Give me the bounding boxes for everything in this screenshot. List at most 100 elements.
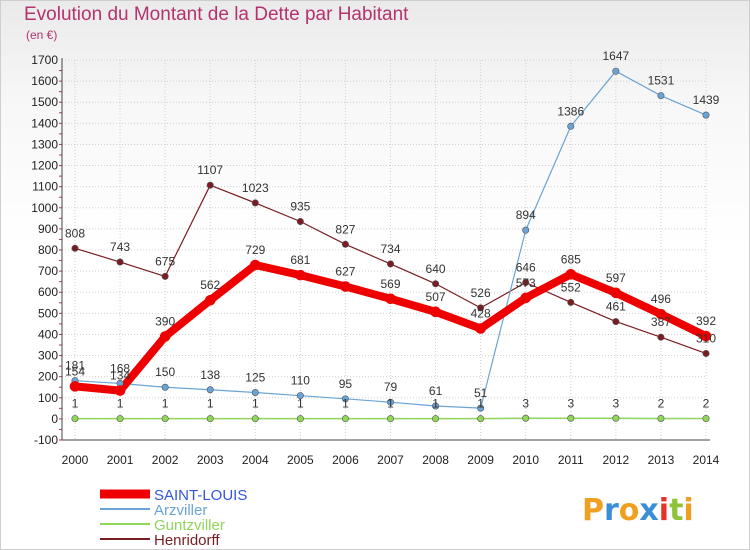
y-tick-label: 600 — [38, 285, 58, 299]
point-guntzviller — [386, 415, 394, 423]
y-tick-label: 1100 — [32, 180, 58, 194]
x-tick-label: 2007 — [377, 453, 404, 467]
point-saint-louis — [655, 308, 667, 320]
point-henridorff — [116, 258, 124, 266]
value-label-henridorff: 1023 — [242, 181, 269, 195]
x-tick-label: 2002 — [152, 453, 179, 467]
x-tick-label: 2001 — [107, 453, 134, 467]
value-label-guntzviller: 1 — [207, 397, 214, 411]
point-arzviller — [567, 122, 575, 130]
value-label-henridorff: 808 — [65, 226, 85, 240]
point-guntzviller — [116, 415, 124, 423]
value-label-guntzviller: 1 — [477, 397, 484, 411]
x-tick-label: 2005 — [287, 453, 314, 467]
legend-label-arzviller: Arzviller — [154, 502, 207, 519]
y-tick-label: 900 — [38, 222, 58, 236]
x-tick-label: 2008 — [422, 453, 449, 467]
y-tick-label: 1000 — [31, 201, 58, 215]
chart-title: Evolution du Montant de la Dette par Hab… — [24, 4, 409, 25]
y-tick-label: 400 — [38, 327, 58, 341]
point-guntzviller — [71, 415, 79, 423]
value-label-arzviller: 110 — [291, 374, 310, 388]
value-label-arzviller: 1647 — [603, 49, 630, 63]
y-tick-label: 800 — [38, 243, 58, 257]
value-label-arzviller: 894 — [516, 208, 536, 222]
point-arzviller — [251, 388, 259, 396]
point-arzviller — [612, 67, 620, 75]
x-tick-label: 2014 — [693, 453, 720, 467]
point-saint-louis — [340, 281, 351, 292]
value-label-arzviller: 1439 — [693, 93, 720, 107]
point-henridorff — [432, 280, 440, 288]
value-label-arzviller: 138 — [200, 368, 220, 382]
value-label-arzviller: 168 — [110, 361, 130, 375]
value-label-saint-louis: 134 — [110, 369, 130, 383]
y-tick-label: 100 — [38, 391, 58, 405]
point-henridorff — [71, 244, 79, 252]
point-guntzviller — [477, 415, 485, 423]
value-label-guntzviller: 1 — [387, 397, 394, 411]
point-saint-louis — [385, 293, 396, 305]
value-label-henridorff: 552 — [561, 280, 581, 294]
point-guntzviller — [161, 415, 169, 423]
value-label-saint-louis: 390 — [155, 315, 175, 329]
value-label-guntzviller: 1 — [342, 397, 349, 411]
value-label-henridorff: 675 — [155, 254, 175, 268]
value-label-saint-louis: 627 — [335, 265, 355, 279]
value-label-henridorff: 935 — [290, 200, 310, 214]
value-label-henridorff: 387 — [651, 315, 671, 329]
logo-letter: t — [669, 493, 683, 528]
point-arzviller — [657, 92, 665, 100]
value-label-guntzviller: 1 — [252, 397, 259, 411]
value-label-guntzviller: 1 — [432, 397, 439, 411]
point-henridorff — [296, 218, 304, 226]
point-guntzviller — [296, 415, 304, 423]
point-arzviller — [432, 402, 440, 410]
legend-label-saint-louis: SAINT-LOUIS — [154, 487, 247, 504]
point-saint-louis — [204, 294, 216, 306]
x-tick-label: 2000 — [62, 453, 89, 467]
point-guntzviller — [702, 414, 710, 422]
x-tick-label: 2003 — [197, 453, 224, 467]
point-arzviller — [702, 111, 710, 119]
value-label-henridorff: 827 — [335, 222, 355, 236]
value-label-saint-louis: 562 — [200, 278, 220, 292]
point-henridorff — [522, 279, 530, 287]
value-label-arzviller: 61 — [429, 384, 443, 398]
value-label-henridorff: 646 — [516, 261, 536, 275]
point-henridorff — [657, 333, 665, 341]
point-saint-louis — [475, 323, 486, 334]
value-label-henridorff: 734 — [380, 242, 400, 256]
point-henridorff — [567, 298, 575, 306]
value-label-henridorff: 461 — [606, 300, 626, 314]
x-tick-label: 2009 — [467, 453, 494, 467]
point-guntzviller — [432, 415, 440, 423]
value-label-arzviller: 1386 — [557, 104, 584, 118]
value-label-guntzviller: 3 — [522, 396, 529, 410]
value-label-guntzviller: 1 — [72, 397, 79, 411]
value-label-saint-louis: 507 — [426, 290, 446, 304]
axes: -100 0 100 200 300 400 500 600 700 800 900 1000 1100… — [31, 53, 719, 467]
logo-letter: i — [659, 493, 669, 528]
point-arzviller — [477, 404, 485, 412]
point-saint-louis — [700, 330, 712, 342]
point-henridorff — [251, 199, 259, 207]
point-saint-louis — [520, 292, 532, 304]
x-tick-label: 2010 — [512, 453, 539, 467]
logo-letter: P — [582, 493, 604, 528]
point-saint-louis — [430, 306, 441, 318]
legend: SAINT-LOUISArzvillerGuntzvillerHenridorf… — [100, 487, 247, 549]
logo-text: Proxiti — [582, 493, 694, 528]
point-saint-louis — [295, 269, 306, 281]
point-henridorff — [477, 304, 485, 312]
y-tick-label: 200 — [38, 370, 58, 384]
point-guntzviller — [567, 414, 575, 422]
value-label-saint-louis: 154 — [65, 364, 85, 378]
y-tick-label: 1500 — [31, 95, 58, 109]
value-label-guntzviller: 1 — [117, 397, 124, 411]
value-label-saint-louis: 597 — [606, 271, 626, 285]
point-arzviller — [341, 395, 349, 403]
value-label-henridorff: 640 — [426, 262, 446, 276]
point-guntzviller — [341, 415, 349, 423]
value-label-guntzviller: 3 — [567, 396, 574, 410]
